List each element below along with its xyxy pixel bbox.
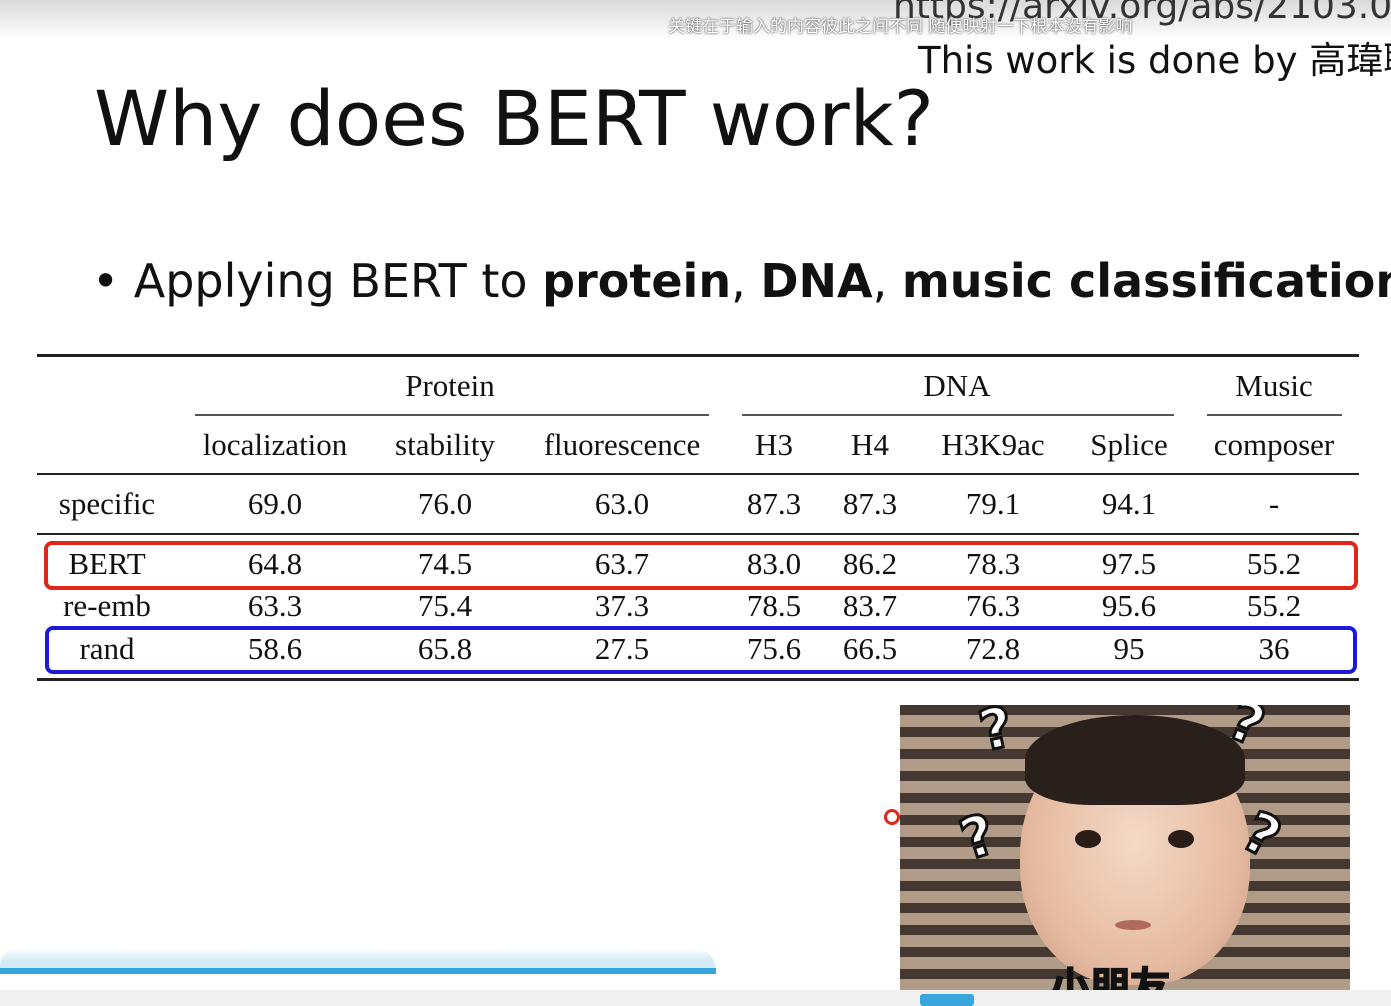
row-label-rand: rand (79, 631, 135, 666)
webcam-inset: ? ? ? ? 小朋友 (900, 705, 1350, 1006)
table-cell: 63.7 (594, 546, 650, 581)
col-header-h3: H3 (755, 427, 793, 462)
bert-row-highlight (44, 541, 1358, 590)
slide-bullet: • Applying BERT to protein, DNA, music c… (92, 254, 1391, 308)
col-header-composer: composer (1213, 427, 1335, 462)
baby-left-eye (1075, 830, 1101, 848)
table-top-rule (37, 354, 1359, 357)
table-cell: 37.3 (594, 588, 650, 623)
table-cell: 36 (1258, 631, 1290, 666)
table-cell: 72.8 (965, 631, 1021, 666)
slide-title: Why does BERT work? (94, 74, 934, 163)
table-cell: - (1268, 486, 1280, 521)
table-bottom-rule (37, 678, 1359, 681)
danmaku-comment: 关键在于输入的内容彼此之间不同 随便映射一下根本没有影响 (668, 17, 1133, 37)
col-header-h4: H4 (851, 427, 889, 462)
table-cell: 78.3 (965, 546, 1021, 581)
table-cell: 58.6 (247, 631, 303, 666)
table-cell: 83.0 (746, 546, 802, 581)
table-cell: 95.6 (1101, 588, 1157, 623)
table-header-rule (37, 473, 1359, 475)
table-cell: 63.0 (594, 486, 650, 521)
table-cell: 87.3 (842, 486, 898, 521)
table-cell: 64.8 (247, 546, 303, 581)
baby-hair (1025, 715, 1245, 805)
col-header-h3k9ac: H3K9ac (941, 427, 1045, 462)
video-progress-bar[interactable] (0, 968, 716, 974)
row-label-specific: specific (58, 486, 156, 521)
bullet-sep-2: , (872, 254, 902, 308)
table-cell: 76.0 (417, 486, 473, 521)
col-header-stability: stability (395, 427, 495, 462)
group-header-music: Music (1235, 368, 1313, 403)
table-cell: 95 (1113, 631, 1145, 666)
table-cell: 76.3 (965, 588, 1021, 623)
table-cell: 78.5 (746, 588, 802, 623)
group-header-dna: DNA (923, 368, 991, 403)
table-cell: 86.2 (842, 546, 898, 581)
baby-right-eye (1168, 830, 1194, 848)
table-cell: 66.5 (842, 631, 898, 666)
results-table: Protein DNA Music localization stability… (37, 354, 1359, 682)
table-cell: 94.1 (1101, 486, 1157, 521)
bullet-dna: DNA (760, 254, 873, 308)
protein-group-line (195, 414, 709, 416)
table-cell: 75.6 (746, 631, 802, 666)
table-cell: 55.2 (1246, 546, 1302, 581)
music-group-line (1207, 414, 1342, 416)
player-bottom-bar (0, 990, 1391, 1006)
rand-row-highlight (45, 626, 1357, 674)
table-cell: 79.1 (965, 486, 1021, 521)
table-cell: 63.3 (247, 588, 303, 623)
table-cell: 75.4 (417, 588, 473, 623)
group-header-protein: Protein (405, 368, 495, 403)
row-label-re-emb: re-emb (63, 588, 151, 623)
col-header-fluorescence: fluorescence (543, 427, 701, 462)
credit-text: This work is done by 高瑋聰 (918, 39, 1391, 82)
col-header-splice: Splice (1090, 427, 1168, 462)
table-cell: 97.5 (1101, 546, 1157, 581)
table-cell: 69.0 (247, 486, 303, 521)
send-danmaku-button[interactable] (920, 994, 974, 1006)
table-mid-rule (37, 533, 1359, 535)
dna-group-line (742, 414, 1174, 416)
table-cell: 83.7 (842, 588, 898, 623)
table-cell: 87.3 (746, 486, 802, 521)
video-top-overlay (0, 0, 1391, 40)
bullet-dot-icon: • (92, 254, 134, 308)
bullet-protein: protein (542, 254, 732, 308)
baby-mouth (1115, 920, 1151, 930)
bullet-music: music classification (901, 254, 1391, 308)
audio-waveform (0, 948, 716, 970)
bullet-sep-1: , (731, 254, 761, 308)
paper-url: https://arxiv.org/abs/2103.07162 (893, 0, 1391, 27)
col-header-localization: localization (202, 427, 348, 462)
table-cell: 55.2 (1246, 588, 1302, 623)
table-cell: 74.5 (417, 546, 473, 581)
bullet-prefix: Applying BERT to (133, 254, 543, 308)
table-cell: 27.5 (594, 631, 650, 666)
table-cell: 65.8 (417, 631, 473, 666)
pointer-cursor-icon (884, 809, 900, 825)
row-label-bert: BERT (68, 546, 146, 581)
